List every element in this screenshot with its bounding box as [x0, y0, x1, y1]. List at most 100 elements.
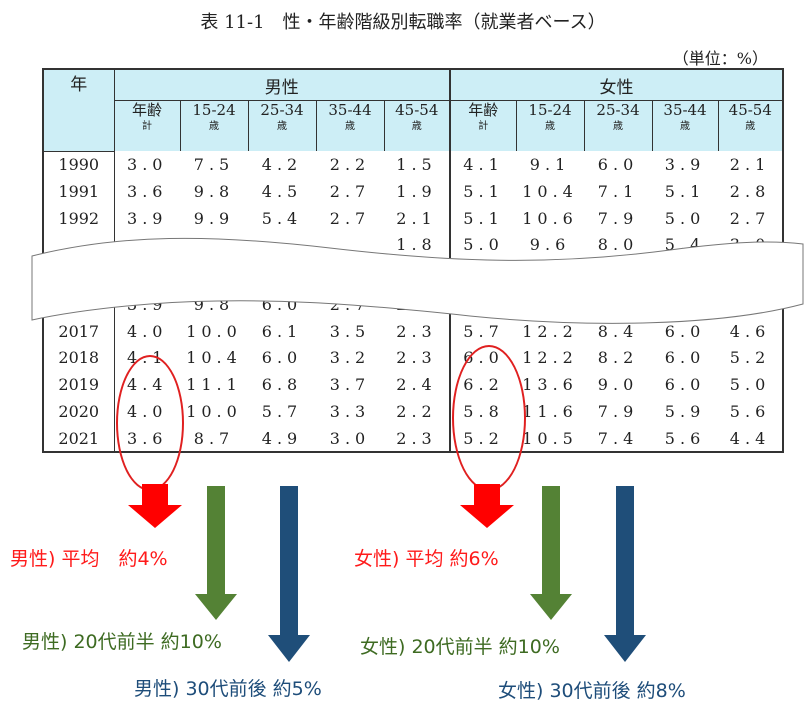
male-value-cell: 2.7: [329, 182, 371, 202]
female-value-cell: 6.0: [597, 155, 639, 175]
male-value-cell: 5.7: [261, 401, 303, 421]
male-subheader-0: 年齢計: [114, 100, 181, 151]
male-value-cell: 10.4: [186, 348, 242, 368]
female-value-cell: 6.0: [664, 348, 706, 368]
female-value-cell: 5.1: [463, 182, 504, 202]
female-value-cell: 5.0: [729, 375, 771, 395]
female-value-cell: 2.7: [729, 208, 771, 228]
year-header: 年: [44, 70, 115, 152]
female-subheader-4: 45-54 歳: [718, 100, 783, 151]
female-20s-arrow: [530, 486, 572, 620]
female-subheader-2: 25-34 歳: [584, 100, 653, 151]
table-row: 2017 4.0 10.0 6.1 3.5 2.3 5.7 12.2 8.4 6.0 4.6: [44, 317, 782, 345]
female-30s-arrow: [604, 486, 646, 662]
female-value-cell: 9.0: [597, 375, 639, 395]
table-break: [31, 237, 804, 324]
year-cell: 1991: [44, 178, 115, 205]
year-cell: 2019: [44, 371, 115, 398]
male-value-cell: 3.6: [127, 182, 168, 202]
unit-label: （単位：%）: [672, 49, 768, 68]
male-value-cell: 4.9: [261, 428, 303, 448]
male-value-cell: 6.1: [261, 321, 303, 341]
female-value-cell: 13.6: [522, 375, 578, 395]
table-row: 1990 3.0 7.5 4.2 2.2 1.5 4.1 9.1 6.0 3.9 2.1: [44, 151, 782, 179]
male-value-cell: 3.5: [329, 321, 371, 341]
year-cell: 2017: [44, 317, 115, 345]
male-value-cell: 9.8: [193, 182, 235, 202]
male-value-cell: 2.2: [384, 398, 452, 425]
female-value-cell: 9.1: [529, 155, 571, 175]
male-20s-label: 男性) 20代前半 約10%: [22, 631, 222, 653]
female-value-cell: 5.1: [664, 182, 706, 202]
table-row: 1992 3.9 9.9 5.4 2.7 2.1 5.1 10.6 7.9 5.0 2.7: [44, 204, 782, 232]
male-value-cell: 3.0: [127, 155, 168, 175]
year-cell: 2018: [44, 344, 115, 372]
male-value-cell: 9.9: [193, 208, 235, 228]
female-value-cell: 6.0: [664, 375, 706, 395]
male-value-cell: 3.0: [329, 428, 371, 448]
male-value-cell: 10.0: [186, 321, 242, 341]
female-value-cell: 5.0: [664, 208, 706, 228]
female-subheader-3: 35-44 歳: [652, 100, 719, 151]
female-30s-label: 女性) 30代前後 約8%: [498, 680, 686, 702]
table-row: 1991 3.6 9.8 4.5 2.7 1.9 5.1 10.4 7.1 5.1 2.8: [44, 178, 782, 205]
male-value-cell: 4.2: [261, 155, 303, 175]
female-value-cell: 4.1: [463, 155, 504, 175]
female-value-cell: 8.0: [597, 235, 639, 255]
male-subheader-4: 45-54 歳: [384, 100, 452, 151]
male-value-cell: 3.7: [329, 375, 371, 395]
female-value-cell: 10.6: [522, 208, 578, 228]
male-value-cell: 7.5: [193, 155, 235, 175]
female-value-cell: 12.2: [522, 348, 578, 368]
year-cell: 2021: [44, 424, 115, 452]
male-value-cell: 10.0: [186, 401, 242, 421]
male-value-cell: 2.3: [384, 344, 452, 372]
male-average-label: 男性) 平均 約4%: [10, 548, 168, 570]
male-value-cell: 2.3: [384, 424, 452, 452]
female-subheader-1: 15-24 歳: [516, 100, 585, 151]
female-avg-arrow: [460, 484, 514, 528]
female-average-label: 女性) 平均 約6%: [354, 548, 499, 570]
female-value-cell: 7.9: [597, 401, 639, 421]
male-30s-arrow: [268, 486, 310, 662]
male-value-cell: 6.0: [261, 348, 303, 368]
female-value-cell: 7.1: [597, 182, 639, 202]
male-value-cell: 3.3: [329, 401, 371, 421]
turnover-table: 年 男性 女性 年齢計 15-24 歳 25-34 歳 35-44 歳 45-54 歳年齢計 15…: [41, 67, 785, 454]
female-value-cell: 2.1: [729, 155, 771, 175]
male-value-cell: 11.1: [186, 375, 242, 395]
female-value-cell: 5.6: [729, 401, 771, 421]
male-subheader-3: 35-44 歳: [316, 100, 385, 151]
male-subheader-2: 25-34 歳: [248, 100, 317, 151]
male-20s-arrow: [195, 486, 237, 620]
female-value-cell: 4.4: [729, 428, 771, 448]
male-value-cell: 2.1: [384, 204, 452, 232]
male-value-cell: 4.5: [261, 182, 303, 202]
male-value-cell: 2.2: [329, 155, 371, 175]
female-value-cell: 7.4: [597, 428, 639, 448]
male-value-cell: 2.3: [384, 317, 452, 345]
sub-header-row: 年齢計 15-24 歳 25-34 歳 35-44 歳 45-54 歳年齢計 15-24 歳 25-3…: [44, 100, 783, 151]
female-value-cell: 8.4: [597, 321, 639, 341]
male-avg-arrow: [128, 484, 182, 528]
female-value-cell: 5.2: [729, 348, 771, 368]
female-value-cell: 11.6: [522, 401, 578, 421]
male-value-cell: 6.8: [261, 375, 303, 395]
year-cell: 1990: [44, 151, 115, 179]
male-value-cell: 2.7: [329, 208, 371, 228]
male-value-cell: 1.5: [384, 151, 452, 179]
female-value-cell: 4.6: [729, 321, 771, 341]
male-value-cell: 2.4: [384, 371, 452, 398]
female-value-cell: 8.2: [597, 348, 639, 368]
female-value-cell: 5.6: [664, 428, 706, 448]
female-value-cell: 5.1: [463, 208, 504, 228]
male-value-cell: 1.8: [384, 231, 452, 259]
male-header: 男性: [114, 70, 452, 101]
female-value-cell: 10.4: [522, 182, 578, 202]
male-value-cell: 3.9: [127, 208, 168, 228]
female-value-cell: 10.5: [522, 428, 578, 448]
female-value-cell: 12.2: [522, 321, 578, 341]
table-title: 表 11-1 性・年齢階級別転職率（就業者ベース）: [200, 12, 606, 33]
